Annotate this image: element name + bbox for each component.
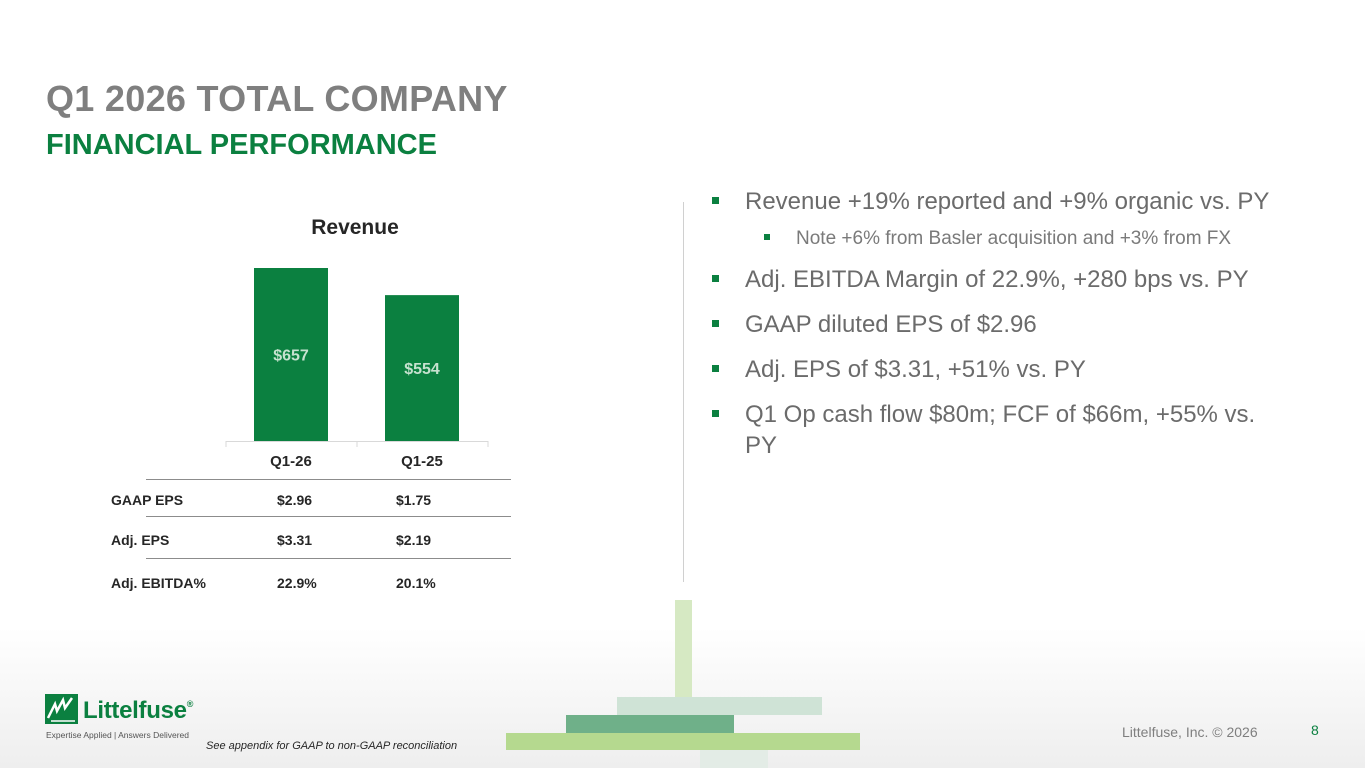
- table-row-label: Adj. EPS: [111, 532, 170, 548]
- table-col-header-q1-25: Q1-25: [401, 453, 443, 470]
- bullet-cash-flow: Q1 Op cash flow $80m; FCF of $66m, +55% …: [712, 399, 1272, 461]
- bullet-square-icon: [712, 410, 719, 417]
- bullet-text: GAAP diluted EPS of $2.96: [745, 311, 1037, 338]
- bullet-square-icon: [712, 320, 719, 327]
- table-cell: $3.31: [277, 532, 313, 548]
- copyright: Littelfuse, Inc. © 2026: [1122, 724, 1258, 740]
- table-divider: [146, 558, 511, 559]
- page-subtitle: FINANCIAL PERFORMANCE: [46, 129, 437, 161]
- bars-layer: $657 $554: [254, 268, 459, 441]
- decorative-bar: [566, 715, 734, 733]
- table-divider: [146, 516, 511, 517]
- column-divider: [683, 202, 684, 582]
- logo-wordmark: Littelfuse®: [83, 697, 193, 725]
- table-col-header-q1-26: Q1-26: [270, 453, 312, 470]
- bar-data-label: $554: [404, 361, 440, 378]
- highlights-list: Revenue +19% reported and +9% organic vs…: [712, 186, 1272, 475]
- table-cell: 20.1%: [396, 575, 436, 591]
- logo-wordmark-text: Littelfuse: [83, 697, 187, 724]
- bullet-gaap-eps: GAAP diluted EPS of $2.96: [712, 309, 1272, 340]
- registered-mark: ®: [186, 699, 194, 709]
- page-number: 8: [1311, 722, 1319, 738]
- decorative-bar: [700, 750, 768, 768]
- bar-data-label: $657: [273, 348, 309, 365]
- bullet-square-icon: [712, 275, 719, 282]
- decorative-bar: [506, 733, 860, 750]
- page-title: Q1 2026 TOTAL COMPANY: [46, 78, 508, 119]
- logo-tagline: Expertise Applied | Answers Delivered: [46, 730, 190, 740]
- bullet-adj-eps: Adj. EPS of $3.31, +51% vs. PY: [712, 354, 1272, 385]
- table-cell: $2.96: [277, 492, 313, 508]
- table-cell: $2.19: [396, 532, 432, 548]
- bullet-text: Note +6% from Basler acquisition and +3%…: [796, 228, 1232, 249]
- table-row-label: GAAP EPS: [111, 492, 184, 508]
- bullet-ebitda: Adj. EBITDA Margin of 22.9%, +280 bps vs…: [712, 264, 1272, 295]
- table-divider: [146, 479, 511, 480]
- decorative-bar: [617, 697, 822, 715]
- littelfuse-logo-icon: [45, 694, 78, 724]
- table-row-label: Adj. EBITDA%: [111, 575, 206, 591]
- bullet-text: Adj. EBITDA Margin of 22.9%, +280 bps vs…: [745, 266, 1249, 293]
- table-cell: 22.9%: [277, 575, 317, 591]
- sub-bullet-revenue-note: Note +6% from Basler acquisition and +3%…: [712, 225, 1272, 252]
- revenue-bar-q1-26: [254, 268, 328, 441]
- revenue-bar-chart: $657 $554: [225, 268, 489, 447]
- footnote: See appendix for GAAP to non-GAAP reconc…: [206, 740, 458, 752]
- bullet-square-icon: [712, 365, 719, 372]
- bullet-text: Revenue +19% reported and +9% organic vs…: [745, 188, 1270, 215]
- bullet-revenue: Revenue +19% reported and +9% organic vs…: [712, 186, 1272, 217]
- decorative-bar: [675, 600, 692, 720]
- chart-title: Revenue: [311, 216, 399, 239]
- bullet-square-icon: [712, 197, 719, 204]
- bullet-text: Q1 Op cash flow $80m; FCF of $66m, +55% …: [745, 401, 1256, 459]
- bullet-square-icon: [764, 234, 770, 240]
- table-cell: $1.75: [396, 492, 432, 508]
- revenue-bar-q1-25: [385, 295, 459, 441]
- bullet-text: Adj. EPS of $3.31, +51% vs. PY: [745, 356, 1086, 383]
